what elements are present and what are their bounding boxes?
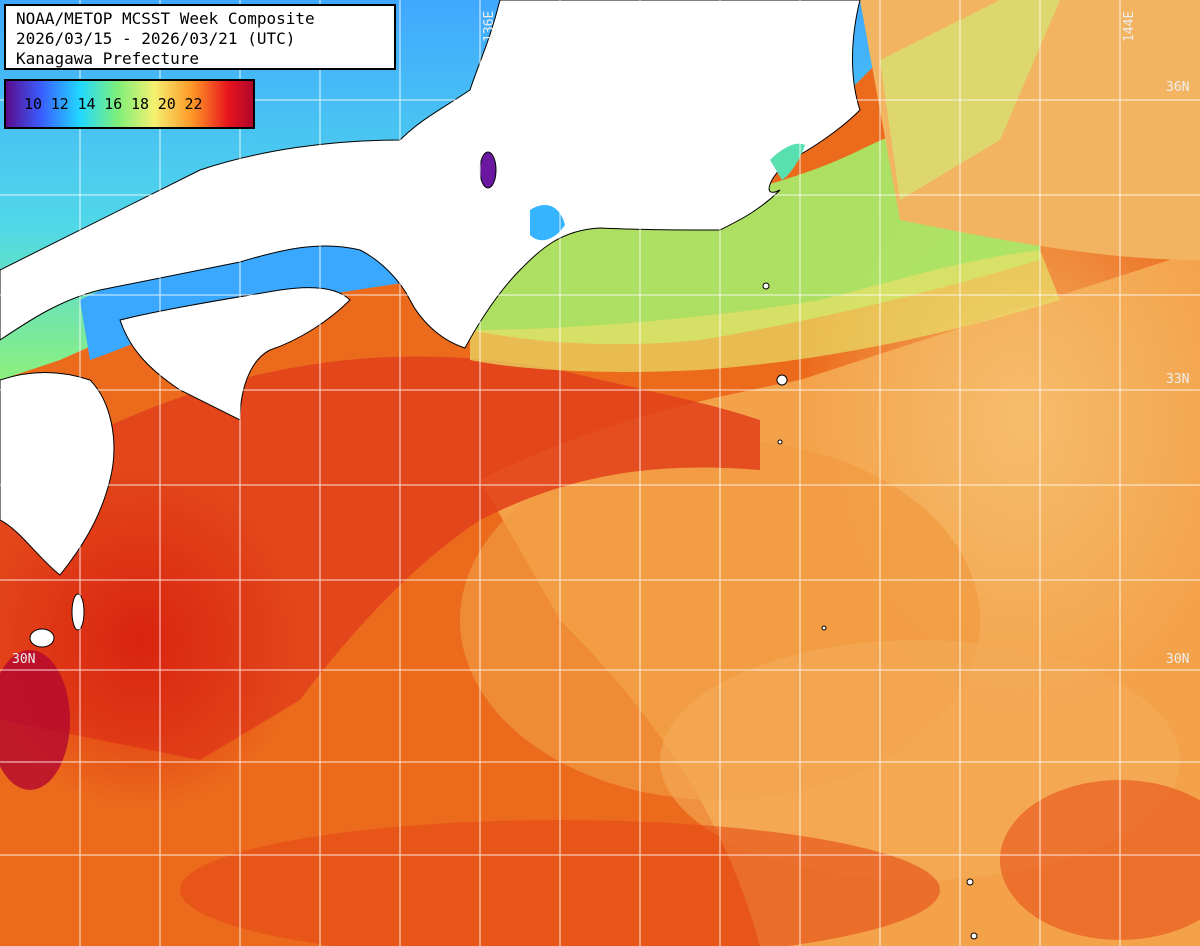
legend-color-bar (6, 81, 253, 127)
island-yakushima (29, 628, 55, 648)
legend-label: 22 (184, 95, 203, 113)
ise-bay (530, 205, 565, 241)
legend-label: 10 (24, 95, 43, 113)
title-line-product: NOAA/METOP MCSST Week Composite (16, 9, 315, 28)
island-small-1 (777, 439, 783, 445)
legend-label: 14 (77, 95, 96, 113)
legend-label: 18 (131, 95, 150, 113)
legend-label: 12 (50, 95, 69, 113)
title-line-region: Kanagawa Prefecture (16, 49, 200, 68)
island-awaji (479, 151, 497, 189)
legend-label: 16 (104, 95, 123, 113)
lat-label-33n: 33N (1166, 372, 1190, 387)
island-tanegashima (71, 593, 85, 631)
tokyo-bay (770, 143, 805, 180)
lon-label-136e: 136E (482, 10, 497, 42)
title-line-dates: 2026/03/15 - 2026/03/21 (UTC) (16, 29, 296, 48)
coastal-yellow-band (470, 250, 1060, 372)
island-small-2 (821, 625, 827, 631)
island-izu-2 (762, 282, 770, 290)
purple-patch (0, 650, 70, 790)
lon-label-144e: 144E (1122, 10, 1137, 42)
legend-label: 20 (157, 95, 176, 113)
island-small-4 (970, 932, 978, 940)
temperature-legend: 10 12 14 16 18 20 22 (4, 79, 255, 129)
title-box: NOAA/METOP MCSST Week Composite 2026/03/… (4, 4, 396, 70)
lat-label-36n: 36N (1166, 80, 1190, 95)
lat-label-30n-right: 30N (1166, 652, 1190, 667)
southeast-hot-patch (1000, 780, 1200, 940)
island-izu-1 (776, 374, 788, 386)
land-kyushu (0, 372, 115, 576)
island-small-3 (966, 878, 974, 886)
lat-label-30n-left: 30N (12, 652, 36, 667)
